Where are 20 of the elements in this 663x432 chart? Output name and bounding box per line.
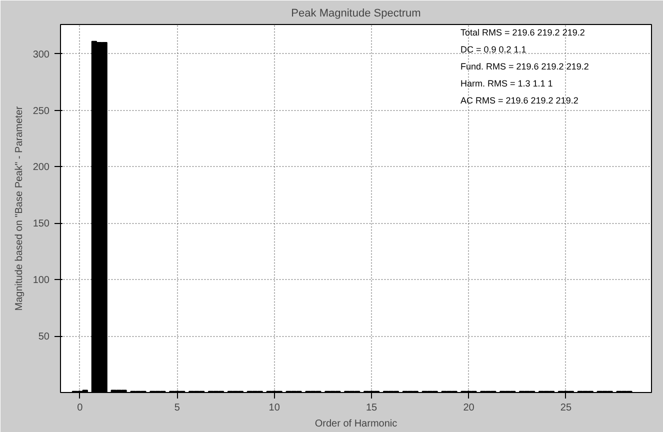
annotation: Fund. RMS = 219.6 219.2 219.2 xyxy=(460,62,589,72)
x-tick-label: 5 xyxy=(174,402,180,414)
annotation: Harm. RMS = 1.3 1.1 1 xyxy=(460,78,553,88)
annotation: Total RMS = 219.6 219.2 219.2 xyxy=(460,28,585,38)
chart-title: Peak Magnitude Spectrum xyxy=(291,8,421,20)
x-tick-label: 0 xyxy=(77,402,84,414)
y-tick-label: 150 xyxy=(32,218,50,230)
y-tick-label: 300 xyxy=(32,49,50,60)
y-axis-title: Magnitude based on "Base Peak" - Parameter xyxy=(14,106,25,311)
x-tick-label: 20 xyxy=(463,402,475,414)
x-tick-label: 25 xyxy=(560,402,572,414)
y-tick-label: 50 xyxy=(38,332,50,343)
x-tick-label: 10 xyxy=(268,402,280,414)
annotation: AC RMS = 219.6 219.2 219.2 xyxy=(460,96,578,106)
x-axis-title: Order of Harmonic xyxy=(314,418,398,430)
y-tick-label: 200 xyxy=(32,162,50,174)
y-tick-label: 250 xyxy=(32,106,50,117)
x-tick-label: 15 xyxy=(366,402,378,414)
annotation: DC = 0.9 0.2 1.1 xyxy=(460,44,526,54)
y-tick-label: 100 xyxy=(32,275,50,286)
